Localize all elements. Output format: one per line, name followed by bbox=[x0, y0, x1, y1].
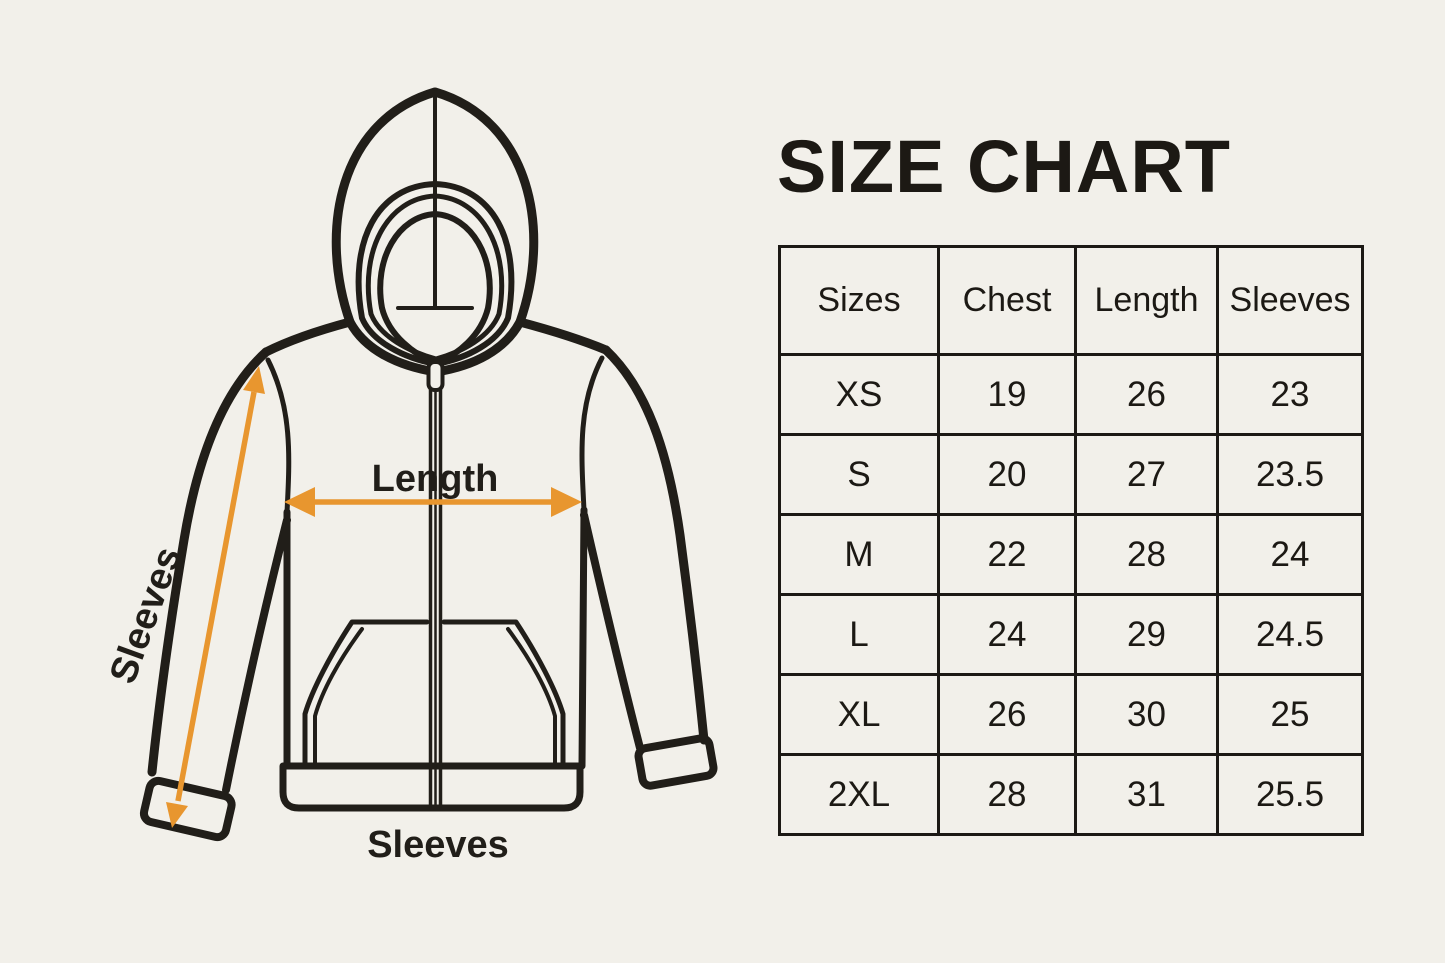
length-cell: 28 bbox=[1074, 513, 1219, 596]
length-cell: 30 bbox=[1074, 673, 1219, 756]
right-sleeve-outer-edge bbox=[601, 345, 709, 745]
size-table-header-row: Sizes Chest Length Sleeves bbox=[778, 245, 1364, 356]
left-pocket-seam bbox=[313, 627, 364, 768]
sleeves-arrow-head-bottom bbox=[166, 802, 188, 828]
size-cell: L bbox=[778, 593, 940, 676]
table-row-xl: XL 26 30 25 bbox=[778, 673, 1364, 756]
table-row-s: S 20 27 23.5 bbox=[778, 433, 1364, 516]
hoodie-illustration: Length Sleeves Sleeves bbox=[102, 87, 718, 866]
sleeves-arrow-head-top bbox=[243, 366, 265, 394]
right-cuff-band bbox=[634, 734, 718, 790]
column-header-length: Length bbox=[1074, 245, 1219, 356]
hoodie-outline-group bbox=[139, 87, 718, 842]
table-row-2xl: 2XL 28 31 25.5 bbox=[778, 753, 1364, 836]
sleeves-arrow-line bbox=[175, 391, 257, 802]
chest-cell: 24 bbox=[937, 593, 1077, 676]
right-body-edge bbox=[578, 506, 588, 770]
column-header-chest: Chest bbox=[937, 245, 1077, 356]
hood-outer-outline bbox=[331, 87, 539, 377]
right-sleeve-inner-edge bbox=[580, 511, 644, 752]
size-cell: 2XL bbox=[778, 753, 940, 836]
chest-cell: 19 bbox=[937, 353, 1077, 436]
left-pocket-outline bbox=[302, 619, 430, 769]
size-table: Sizes Chest Length Sleeves XS 19 26 23 S… bbox=[778, 245, 1364, 836]
hood-rim-outer-line bbox=[355, 181, 515, 367]
table-row-xs: XS 19 26 23 bbox=[778, 353, 1364, 436]
zipper-pull bbox=[426, 360, 445, 392]
length-cell: 31 bbox=[1074, 753, 1219, 836]
table-row-l: L 24 29 24.5 bbox=[778, 593, 1364, 676]
length-cell: 29 bbox=[1074, 593, 1219, 676]
sleeves-bottom-measure-label: Sleeves bbox=[367, 824, 509, 866]
right-pocket-seam bbox=[506, 627, 557, 768]
size-cell: XS bbox=[778, 353, 940, 436]
length-arrow-head-right bbox=[551, 487, 582, 517]
sleeves-cell: 23 bbox=[1216, 353, 1364, 436]
sleeves-cell: 24.5 bbox=[1216, 593, 1364, 676]
chest-cell: 28 bbox=[937, 753, 1077, 836]
chest-cell: 26 bbox=[937, 673, 1077, 756]
right-armhole-seam bbox=[579, 355, 605, 513]
hoodie-diagram: Length Sleeves Sleeves bbox=[102, 87, 718, 866]
right-shoulder-line bbox=[515, 317, 611, 355]
chest-cell: 22 bbox=[937, 513, 1077, 596]
sleeves-side-measure-label: Sleeves bbox=[102, 542, 190, 689]
hem-band bbox=[279, 762, 584, 812]
hood-face-opening bbox=[377, 211, 493, 367]
size-cell: S bbox=[778, 433, 940, 516]
sleeves-cell: 24 bbox=[1216, 513, 1364, 596]
left-sleeve-outer-edge bbox=[147, 347, 271, 777]
length-cell: 26 bbox=[1074, 353, 1219, 436]
length-arrow-head-left bbox=[284, 487, 315, 517]
page-title: SIZE CHART bbox=[777, 125, 1231, 208]
sleeves-cell: 23.5 bbox=[1216, 433, 1364, 516]
left-sleeve-inner-edge bbox=[222, 516, 291, 794]
length-cell: 27 bbox=[1074, 433, 1219, 516]
right-pocket-outline bbox=[441, 619, 566, 769]
chest-cell: 20 bbox=[937, 433, 1077, 516]
table-row-m: M 22 28 24 bbox=[778, 513, 1364, 596]
left-cuff-band bbox=[139, 776, 236, 842]
column-header-sleeves: Sleeves bbox=[1216, 245, 1364, 356]
sleeves-cell: 25.5 bbox=[1216, 753, 1364, 836]
length-measure-label: Length bbox=[372, 458, 499, 500]
size-cell: XL bbox=[778, 673, 940, 756]
size-cell: M bbox=[778, 513, 940, 596]
left-shoulder-line bbox=[261, 317, 355, 357]
measurement-arrows-group bbox=[166, 366, 582, 828]
column-header-sizes: Sizes bbox=[778, 245, 940, 356]
left-armhole-seam bbox=[265, 357, 292, 515]
sleeves-cell: 25 bbox=[1216, 673, 1364, 756]
